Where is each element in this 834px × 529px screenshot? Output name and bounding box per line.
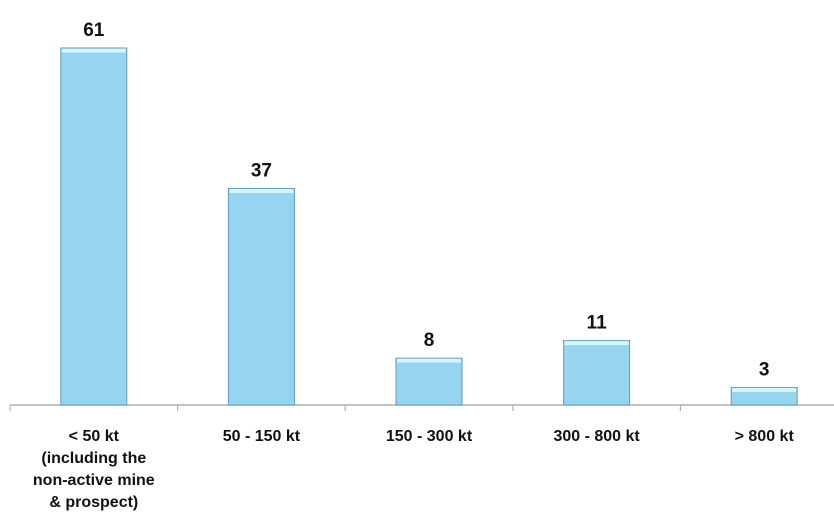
bar-value-label: 3	[759, 359, 770, 380]
bar-group: 3 > 800 kt	[730, 359, 798, 445]
x-tick-label: 300 - 800 kt	[553, 428, 640, 445]
bar-highlight	[61, 48, 126, 53]
bar-value-label: 11	[587, 313, 608, 334]
bar-group: 8 150 - 300 kt	[386, 330, 473, 445]
bar-highlight	[732, 387, 797, 392]
x-tick-label-line: non-active mine	[33, 472, 155, 489]
x-tick-label-line: 300 - 800 kt	[553, 428, 640, 445]
bar-group: 37 50 - 150 kt	[223, 160, 301, 445]
x-tick-label-line: 50 - 150 kt	[223, 428, 301, 445]
bar	[227, 187, 295, 406]
x-tick-label-line: < 50 kt	[69, 428, 120, 445]
bar-value-label: 37	[251, 160, 272, 181]
x-tick-label-line: > 800 kt	[735, 428, 795, 445]
x-tick-label-line: & prospect)	[49, 494, 138, 511]
bar	[563, 340, 631, 406]
bar	[60, 47, 128, 406]
bar-highlight	[564, 341, 629, 346]
x-tick-label: > 800 kt	[735, 428, 795, 445]
x-tick-label-line: 150 - 300 kt	[386, 428, 473, 445]
x-tick-label: 50 - 150 kt	[223, 428, 301, 445]
x-tick-label: < 50 kt (including the non-active mine & pr…	[33, 428, 155, 511]
x-tick-label-line: (including the	[41, 450, 146, 467]
bar-group: 11 300 - 800 kt	[553, 313, 640, 445]
bar	[395, 357, 463, 406]
bar-highlight	[229, 188, 294, 193]
x-tick-label: 150 - 300 kt	[386, 428, 473, 445]
bar-value-label: 61	[83, 20, 105, 41]
bar-group: 61 < 50 kt (including the non-active mine & …	[33, 20, 155, 511]
bar-value-label: 8	[424, 330, 435, 351]
bar-highlight	[397, 358, 461, 363]
